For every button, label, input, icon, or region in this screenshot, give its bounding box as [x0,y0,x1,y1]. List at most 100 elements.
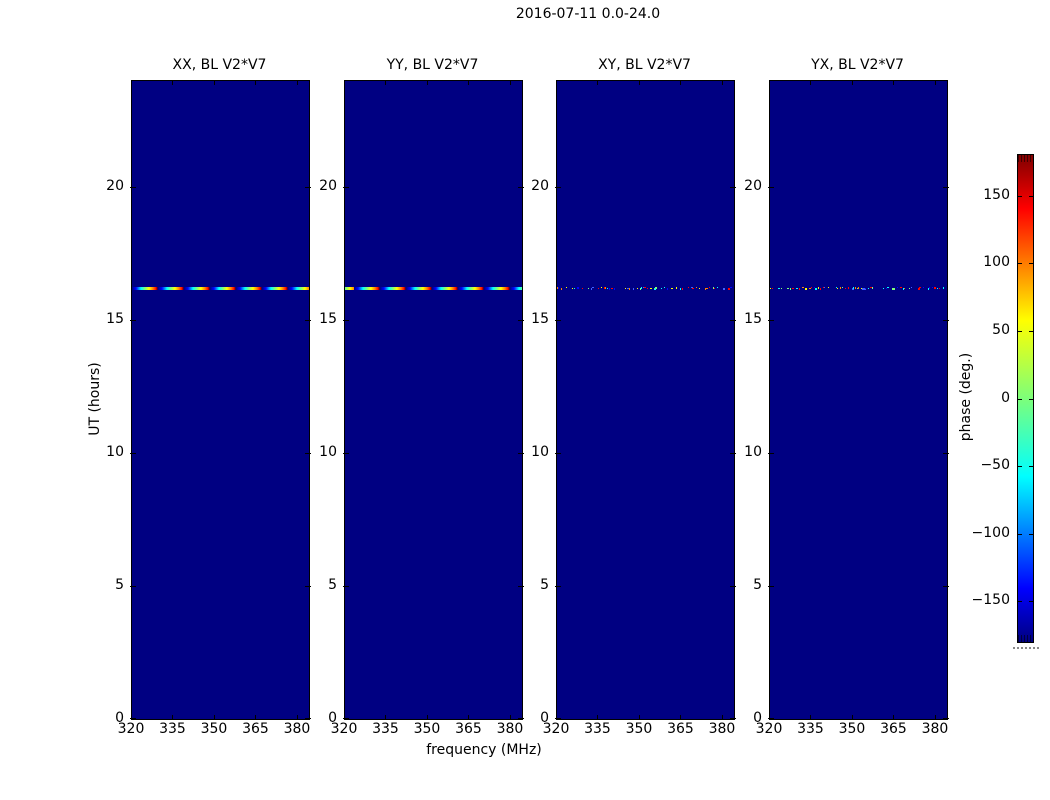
noise-speckle [893,288,895,290]
noise-speckle [574,288,575,289]
noise-speckle [566,287,567,288]
noise-event-row [770,287,947,290]
x-tick-label: 335 [584,721,611,737]
x-tick-mark [556,80,557,85]
colorbar-tick-label: 100 [983,254,1010,270]
y-tick-label: 5 [540,577,549,594]
noise-speckle [861,288,862,289]
noise-speckle [661,288,662,289]
noise-speckle [654,288,656,290]
x-tick-mark [810,80,811,85]
y-tick-mark [305,320,311,321]
noise-speckle [778,288,780,289]
x-tick-label: 350 [838,721,866,737]
colorbar-minor-dots [1013,647,1039,649]
y-tick-label: 0 [328,710,337,726]
panel-title-xy: XY, BL V2*V7 [598,57,691,73]
x-tick-mark [131,80,132,85]
heatmap-panel-xx [130,80,311,720]
noise-speckle [853,287,854,289]
x-tick-label: 380 [921,721,949,737]
y-tick-mark [730,718,736,719]
noise-speckle [904,288,905,289]
y-tick-label: 20 [531,178,549,195]
noise-speckle [770,288,771,289]
x-tick-mark [385,715,386,720]
x-tick-mark [722,80,723,85]
noise-speckle [824,287,825,288]
noise-speckle [655,287,657,289]
noise-speckle [629,288,630,290]
y-tick-mark [768,718,774,719]
noise-speckle [811,287,812,288]
colorbar-top-segment-hatch [1018,155,1033,162]
y-tick-mark [343,586,349,587]
noise-speckle [932,287,933,288]
y-tick-label: 15 [106,311,124,328]
y-tick-mark [768,453,774,454]
noise-speckle [627,288,629,289]
x-tick-mark [597,80,598,85]
y-tick-mark [130,453,136,454]
x-tick-mark [344,80,345,85]
noise-speckle [561,288,562,290]
noise-speckle [858,287,859,289]
x-tick-label: 335 [372,721,399,737]
y-tick-mark [305,718,311,719]
noise-speckle [644,287,646,288]
noise-speckle [864,288,866,290]
y-tick-label: 10 [106,444,124,461]
noise-speckle [862,288,864,290]
x-tick-mark [344,715,345,720]
y-tick-mark [768,586,774,587]
noise-speckle [837,288,838,289]
noise-speckle [692,288,694,289]
colorbar-tick-label: −150 [971,592,1010,608]
colorbar-tick-mark [1029,331,1034,332]
colorbar-tick-label: 0 [1001,390,1010,406]
noise-speckle [714,288,715,289]
noise-speckle [820,288,821,290]
x-tick-mark [385,80,386,85]
x-tick-label: 380 [496,721,524,737]
noise-speckle [903,288,904,290]
noise-speckle [781,288,782,289]
x-tick-label: 320 [542,721,570,737]
x-tick-label: 320 [330,721,358,737]
noise-speckle [641,287,642,289]
colorbar-tick-mark [1017,534,1022,535]
noise-speckle [855,287,856,289]
noise-speckle [840,287,841,289]
y-tick-mark [343,187,349,188]
noise-speckle [796,288,798,289]
x-tick-mark [935,715,936,720]
x-tick-mark [510,715,511,720]
noise-speckle [848,287,849,289]
colorbar-tick-label: 150 [983,187,1010,203]
noise-speckle [723,288,725,290]
noise-speckle [688,287,689,288]
noise-speckle [802,287,804,288]
noise-speckle [939,288,940,289]
y-tick-mark [305,187,311,188]
colorbar-tick-label: −50 [980,457,1010,473]
noise-speckle [680,288,681,290]
y-tick-mark [555,718,561,719]
y-tick-mark [130,320,136,321]
noise-speckle [730,287,732,288]
x-tick-mark [427,80,428,85]
noise-speckle [705,288,706,290]
noise-speckle [650,288,652,289]
x-tick-label: 350 [413,721,441,737]
x-tick-mark [810,715,811,720]
y-tick-mark [943,187,949,188]
x-tick-mark [255,80,256,85]
noise-speckle [588,288,589,289]
y-tick-mark [343,320,349,321]
x-tick-mark [468,715,469,720]
y-tick-mark [130,586,136,587]
y-tick-mark [555,320,561,321]
colorbar-tick-label: −100 [971,525,1010,541]
noise-speckle [918,288,920,290]
x-tick-mark [722,715,723,720]
